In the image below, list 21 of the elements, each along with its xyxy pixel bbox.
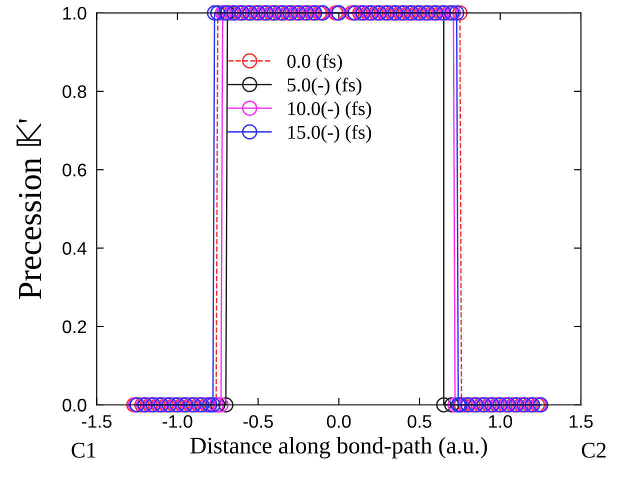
y-tick-label: 0.8: [62, 85, 86, 98]
legend-label: 5.0(-) (fs): [288, 78, 362, 96]
y-tick-label: 0.2: [62, 320, 86, 334]
x-axis-title: Distance along bond-path (a.u.): [190, 436, 487, 458]
y-tick-label: 0.0: [62, 398, 86, 412]
y-tick-label: 1.0: [63, 6, 86, 20]
x-tick-label: 0.0: [326, 415, 351, 428]
x-tick-label: -1.0: [162, 415, 192, 428]
legend-label: 10.0(-) (fs): [288, 101, 372, 120]
y-axis-title: Precession 𝕂': [16, 119, 42, 299]
legend-label: 0.0 (fs): [287, 54, 342, 72]
x-tick-label: 1.5: [570, 415, 593, 428]
y-tick-label: 0.6: [62, 164, 86, 176]
x-tick-label: 0.5: [408, 415, 432, 428]
y-tick-label: 0.4: [62, 242, 86, 255]
x-tick-label: -1.5: [82, 415, 112, 428]
x-tick-label: -0.5: [243, 415, 273, 428]
text: C2: [582, 442, 606, 458]
x-tick-label: 1.0: [489, 415, 512, 428]
text: C1: [72, 442, 96, 458]
legend-label: 15.0(-) (fs): [288, 124, 372, 143]
